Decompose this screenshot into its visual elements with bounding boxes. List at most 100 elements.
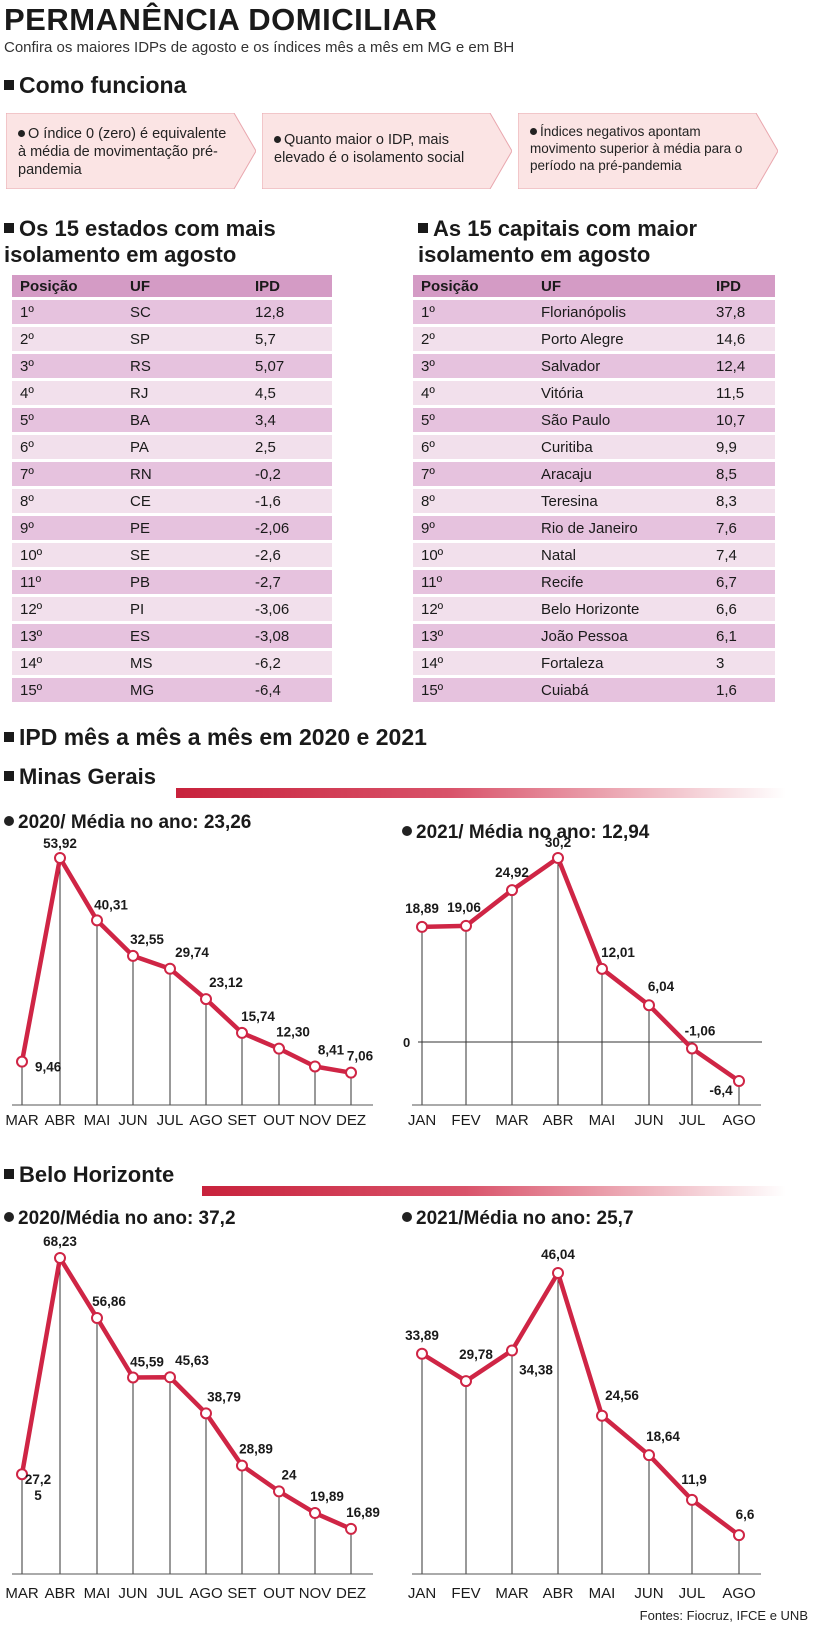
- data-label: 30,2: [545, 835, 571, 850]
- x-tick-label: JUL: [157, 1112, 184, 1129]
- region-title-mg: Minas Gerais: [4, 764, 156, 790]
- data-point: [91, 914, 103, 927]
- table-row: 14º MS -6,2: [12, 651, 332, 675]
- data-point: [552, 852, 564, 864]
- x-tick-label: JUL: [157, 1585, 184, 1602]
- data-label: 7,06: [347, 1049, 374, 1064]
- position-cell: 5º: [12, 408, 122, 432]
- x-tick-label: SET: [227, 1112, 256, 1129]
- data-label: 24,92: [495, 865, 529, 880]
- position-cell: 14º: [413, 651, 533, 675]
- capitals-title: As 15 capitais com maior isolamento em a…: [418, 216, 698, 267]
- how-item-1: O índice 0 (zero) é equivalente à média …: [18, 126, 227, 178]
- table-row: 4º Vitória 11,5: [413, 381, 775, 405]
- how-box-1: O índice 0 (zero) é equivalente à média …: [6, 113, 256, 189]
- data-point: [506, 1344, 518, 1357]
- sources-footer: Fontes: Fiocruz, IFCE e UNB: [639, 1608, 808, 1623]
- chart-title-mg-2020: 2020/ Média no ano: 23,26: [4, 812, 251, 834]
- dot-bullet-icon: [4, 1211, 14, 1222]
- page-subtitle: Confira os maiores IDPs de agosto e os í…: [4, 39, 515, 56]
- table-row: 7º RN -0,2: [12, 462, 332, 486]
- square-bullet-icon: [4, 731, 14, 742]
- x-tick-label: ABR: [45, 1585, 76, 1602]
- data-label: 12,30: [276, 1025, 310, 1040]
- chart-bh-2020: 27,2 5 MAR 68,23 ABR 56,86 MAI 45,59 JUN 45,63 JUL…: [5, 1234, 380, 1602]
- monthly-title: IPD mês a mês a mês em 2020 e 2021: [4, 724, 427, 750]
- col-header-ipd: IPD: [247, 275, 332, 297]
- chart-bh-2021: 33,89 JAN 29,78 FEV 34,38 MAR 46,04 ABR 24,56 MAI…: [405, 1247, 761, 1602]
- uf-cell: Natal: [533, 543, 708, 567]
- data-point: [200, 993, 212, 1006]
- uf-cell: Porto Alegre: [533, 327, 708, 351]
- table-row: 3º Salvador 12,4: [413, 354, 775, 378]
- data-point: [54, 1252, 66, 1264]
- x-tick-label: AGO: [189, 1112, 222, 1129]
- position-cell: 15º: [12, 678, 122, 702]
- ipd-cell: -6,2: [247, 651, 332, 675]
- ipd-cell: 6,1: [708, 624, 775, 648]
- data-label: 38,79: [207, 1389, 241, 1404]
- ipd-cell: -0,2: [247, 462, 332, 486]
- chart-mg-2021: 0 18,89 JAN 19,06 FEV 24,92 MAR 30,2 ABR 12,01 MAI…: [403, 835, 762, 1129]
- ipd-cell: 8,5: [708, 462, 775, 486]
- data-point: [552, 1267, 564, 1279]
- uf-cell: RN: [122, 462, 247, 486]
- data-label: 8,41: [318, 1042, 345, 1057]
- uf-cell: Teresina: [533, 489, 708, 513]
- x-tick-label: JAN: [408, 1112, 436, 1129]
- x-tick-label: MAR: [5, 1585, 39, 1602]
- position-cell: 12º: [413, 597, 533, 621]
- position-cell: 3º: [12, 354, 122, 378]
- how-box-3: Índices negativos apontam movimento supe…: [518, 113, 778, 189]
- table-row: 8º Teresina 8,3: [413, 489, 775, 513]
- x-tick-label: FEV: [451, 1112, 480, 1129]
- ipd-cell: -3,06: [247, 597, 332, 621]
- how-item-3: Índices negativos apontam movimento supe…: [530, 124, 743, 173]
- data-point: [200, 1407, 212, 1420]
- ipd-cell: 3,4: [247, 408, 332, 432]
- data-point: [416, 1347, 428, 1360]
- region-title-bh: Belo Horizonte: [4, 1162, 174, 1188]
- data-label: 19,89: [310, 1489, 344, 1504]
- x-tick-label: MAR: [495, 1585, 529, 1602]
- x-tick-label: OUT: [263, 1585, 295, 1602]
- table-row: 10º SE -2,6: [12, 543, 332, 567]
- ipd-cell: 2,5: [247, 435, 332, 459]
- square-bullet-icon: [4, 223, 14, 234]
- data-point: [596, 1409, 608, 1422]
- data-point: [236, 1459, 248, 1472]
- col-header-position: Posição: [413, 275, 533, 297]
- data-label: 9,46: [35, 1060, 62, 1075]
- uf-cell: Rio de Janeiro: [533, 516, 708, 540]
- col-header-uf: UF: [122, 275, 247, 297]
- col-header-position: Posição: [12, 275, 122, 297]
- data-point: [460, 1375, 472, 1388]
- data-point: [164, 962, 176, 975]
- position-cell: 12º: [12, 597, 122, 621]
- dot-bullet-icon: [530, 127, 537, 135]
- data-label: 16,89: [346, 1505, 380, 1520]
- ipd-cell: 11,5: [708, 381, 775, 405]
- table-row: 7º Aracaju 8,5: [413, 462, 775, 486]
- table-header-row: Posição UF IPD: [413, 275, 775, 297]
- x-tick-label: MAR: [5, 1112, 39, 1129]
- table-row: 5º São Paulo 10,7: [413, 408, 775, 432]
- table-row: 1º Florianópolis 37,8: [413, 300, 775, 324]
- x-tick-label: DEZ: [336, 1585, 366, 1602]
- series-line: [19, 1255, 354, 1532]
- ipd-cell: 6,7: [708, 570, 775, 594]
- position-cell: 4º: [413, 381, 533, 405]
- position-cell: 14º: [12, 651, 122, 675]
- uf-cell: CE: [122, 489, 247, 513]
- states-title: Os 15 estados com mais isolamento em ago…: [4, 216, 276, 267]
- data-point: [460, 919, 472, 932]
- uf-cell: SP: [122, 327, 247, 351]
- chart-title-bh-2020: 2020/Média no ano: 37,2: [4, 1208, 236, 1230]
- uf-cell: Curitiba: [533, 435, 708, 459]
- region-gradient-bar: [202, 1186, 786, 1196]
- ipd-cell: -3,08: [247, 624, 332, 648]
- x-tick-label: NOV: [299, 1112, 332, 1129]
- x-tick-label: MAR: [495, 1112, 529, 1129]
- uf-cell: RS: [122, 354, 247, 378]
- x-tick-label: DEZ: [336, 1112, 366, 1129]
